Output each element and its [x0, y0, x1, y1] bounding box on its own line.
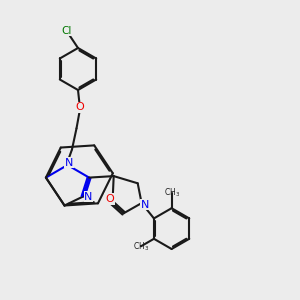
- Text: Cl: Cl: [61, 26, 72, 36]
- Text: CH$_3$: CH$_3$: [133, 240, 149, 253]
- Text: CH$_3$: CH$_3$: [164, 187, 180, 200]
- Text: N: N: [84, 191, 93, 202]
- Text: N: N: [141, 200, 149, 210]
- Text: O: O: [75, 102, 84, 112]
- Text: N: N: [65, 158, 73, 168]
- Text: O: O: [105, 194, 114, 204]
